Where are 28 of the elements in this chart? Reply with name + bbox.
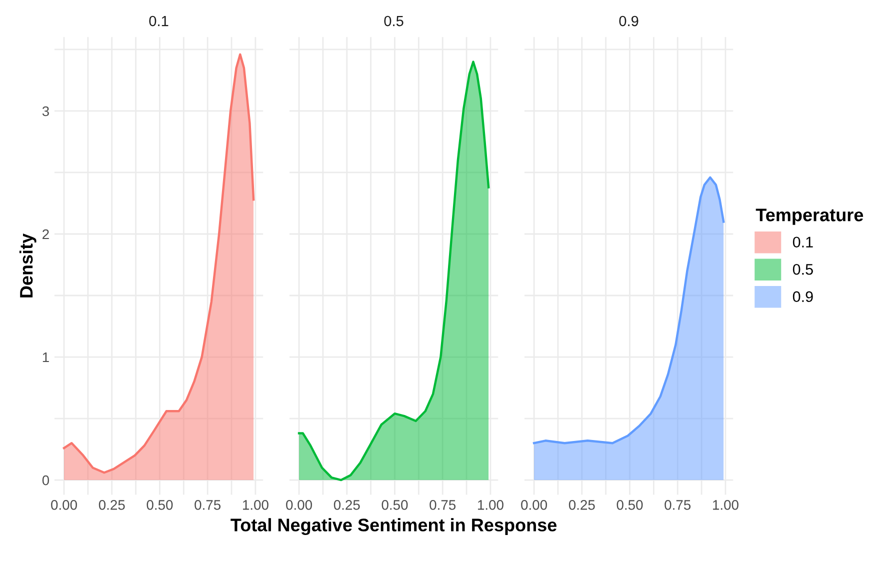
- chart-title: 0.9: [619, 16, 638, 26]
- x-tick-label: 1.00: [478, 500, 504, 510]
- x-tick-label: 0.00: [521, 500, 548, 510]
- legend-label: 0.1: [792, 236, 813, 248]
- y-tick-label: 1: [42, 352, 49, 362]
- x-tick-label: 1.00: [713, 500, 738, 510]
- x-tick-label: 1.00: [242, 500, 268, 510]
- x-tick-label: 0.50: [146, 500, 173, 510]
- x-tick-label: 0.00: [286, 500, 312, 510]
- legend-title: Temperature: [756, 208, 864, 225]
- x-tick-label: 0.25: [568, 500, 595, 510]
- x-tick-label: 0.25: [98, 500, 125, 510]
- x-tick-label: 0.25: [334, 500, 360, 510]
- legend-label: 0.5: [792, 264, 813, 275]
- x-tick-label: 0.50: [382, 500, 408, 510]
- chart-title: 0.5: [384, 16, 404, 26]
- x-tick-label: 0.00: [51, 500, 77, 510]
- x-tick-label: 0.75: [194, 500, 221, 510]
- y-axis-title: Density: [19, 233, 36, 298]
- y-tick-label: 0: [42, 475, 50, 486]
- x-tick-label: 0.75: [664, 500, 691, 510]
- x-tick-label: 0.50: [616, 500, 643, 510]
- x-axis-title: Total Negative Sentiment in Response: [230, 518, 557, 536]
- legend-label: 0.9: [792, 291, 813, 302]
- chart-title: 0.1: [149, 16, 168, 26]
- x-tick-label: 0.75: [430, 500, 456, 510]
- y-tick-label: 3: [42, 106, 49, 116]
- y-tick-label: 2: [42, 229, 49, 240]
